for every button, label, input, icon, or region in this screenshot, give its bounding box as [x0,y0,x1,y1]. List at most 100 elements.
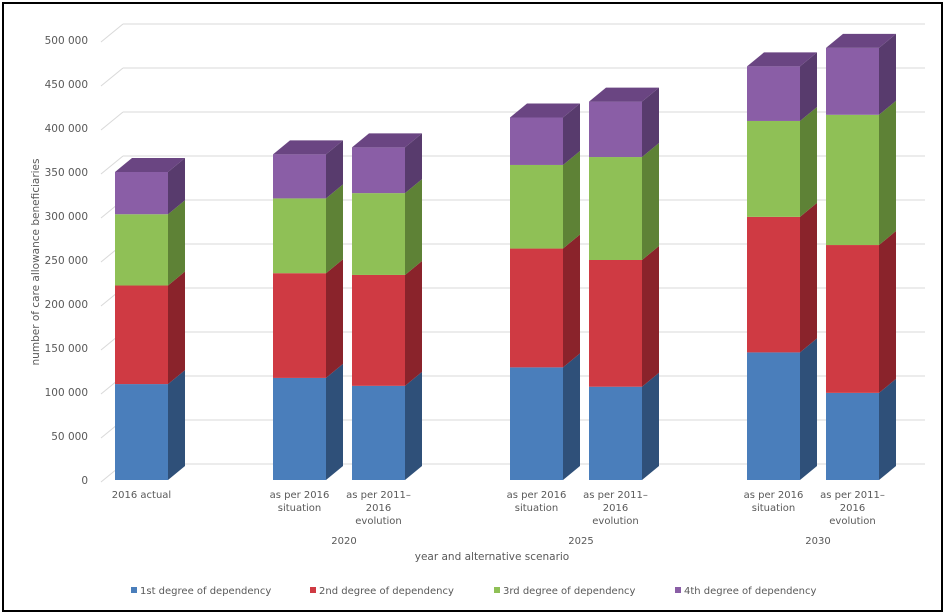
y-tick-label: 250 000 [45,255,88,267]
bar-segment-side [563,234,580,368]
bar-segment-side [168,370,185,480]
bar-segment [352,274,405,386]
x-category-label-line: situation [752,503,796,514]
x-category-label: 2016 actual [112,490,171,501]
bar-segment [273,198,326,274]
x-category-label-line: as per 2016 [744,490,804,501]
x-category-label-line: situation [515,503,559,514]
legend-swatch [310,587,316,593]
bar-segment [115,214,168,286]
legend-item: 4th degree of dependency [675,586,817,597]
x-group-labels: 2020 2025 2030 [331,536,830,547]
bar-segment-side [642,372,659,480]
y-tick-label: 100 000 [45,387,88,399]
y-tick-label: 500 000 [45,35,88,47]
legend-label: 3rd degree of dependency [503,586,636,597]
bar-segment [352,385,405,480]
bar-segment-side [405,179,422,275]
x-category-label-line: as per 2016 [507,490,567,501]
x-axis-title: year and alternative scenario [415,551,570,563]
bar-top-face [352,133,422,148]
bar-segment-side [168,271,185,385]
bar-segment [510,164,563,249]
x-category-label-line: 2016 actual [112,490,171,501]
bar-stack [352,133,422,480]
x-category-label-line: as per 2016 [270,490,330,501]
bar-stack [826,33,896,480]
legend-item: 1st degree of dependency [131,586,271,597]
legend-swatch [131,587,137,593]
legend-swatch [494,587,500,593]
bar-segment-side [563,353,580,480]
legend-label: 2nd degree of dependency [319,586,454,597]
y-tick-label: 400 000 [45,123,88,135]
bar-segment [747,120,800,217]
bar-segment [115,384,168,480]
y-tick-label: 450 000 [45,79,88,91]
y-tick-label: 300 000 [45,211,88,223]
bar-stack [510,103,580,480]
bar-segment-side [326,184,343,274]
bar-segment [273,154,326,199]
x-category-label: as per 2016 situation [507,490,567,514]
x-category-label-line: as per 2011– [583,490,648,501]
legend-label: 4th degree of dependency [684,586,817,597]
bar-segment-side [879,378,896,480]
bar-segment-side [168,158,185,215]
bar-segment [273,377,326,480]
bar-top-face [826,33,896,48]
bar-segment [747,216,800,353]
legend: 1st degree of dependency 2nd degree of de… [131,586,817,597]
bar-segment-side [326,259,343,378]
y-tick-label: 150 000 [45,343,88,355]
legend-swatch [675,587,681,593]
bar-top-face [589,87,659,102]
x-category-label: as per 2016 situation [270,490,330,514]
bar-top-face [747,52,817,67]
bar-stack [589,87,659,480]
x-category-label-line: 2016 [840,503,865,514]
bar-segment-side [642,143,659,260]
x-category-label-line: evolution [592,516,638,527]
x-category-label: as per 2011– 2016 evolution [583,490,648,527]
bar-segment [115,285,168,385]
bar-segment-side [563,103,580,165]
x-category-label-line: 2016 [603,503,628,514]
legend-item: 3rd degree of dependency [494,586,636,597]
x-category-label-line: evolution [355,516,401,527]
bar-segment-side [326,363,343,480]
y-tick-label: 350 000 [45,167,88,179]
y-axis-title: number of care allowance beneficiaries [30,159,42,366]
bar-segment [747,352,800,480]
bar-segment-side [642,246,659,387]
x-category-label: as per 2016 situation [744,490,804,514]
x-category-label-line: 2016 [366,503,391,514]
bars [115,33,896,480]
bar-stack [273,140,343,480]
bar-segment [826,47,879,115]
bar-segment [115,172,168,215]
x-category-label-line: situation [278,503,322,514]
bar-segment-side [642,87,659,158]
bar-segment [589,386,642,480]
bar-segment [510,248,563,368]
bar-segment [510,117,563,165]
bar-top-face [115,158,185,172]
bar-stack [747,52,817,480]
legend-item: 2nd degree of dependency [310,586,454,597]
gridline-diagonal [100,67,124,87]
x-group-label: 2030 [805,536,830,547]
x-category-label-line: as per 2011– [346,490,411,501]
gridline-diagonal [100,155,124,175]
legend-label: 1st degree of dependency [140,586,271,597]
bar-segment [826,245,879,393]
bar-segment-side [879,231,896,393]
bar-segment-side [879,100,896,246]
x-group-label: 2025 [568,536,593,547]
gridline-diagonal [100,111,124,131]
bar-segment-side [800,202,817,353]
bar-segment-side [800,52,817,121]
bar-stack [115,158,185,480]
bar-segment [352,193,405,275]
